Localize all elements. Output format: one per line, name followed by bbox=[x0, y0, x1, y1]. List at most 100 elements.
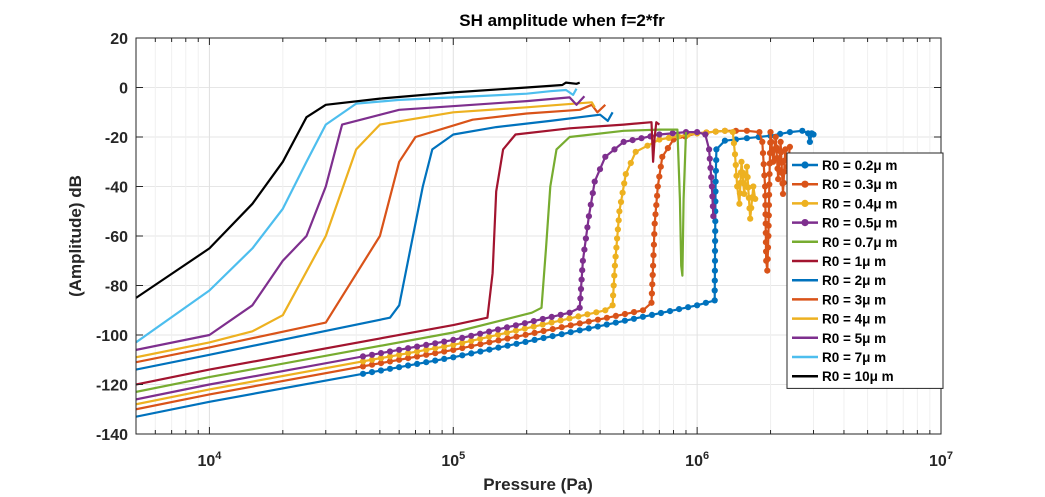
data-point bbox=[619, 189, 626, 196]
data-point bbox=[627, 159, 634, 167]
x-tick-exponent: 4 bbox=[215, 450, 222, 462]
data-point bbox=[713, 157, 720, 164]
data-point bbox=[669, 130, 676, 137]
data-point bbox=[585, 213, 593, 220]
data-point bbox=[486, 346, 493, 353]
series-line bbox=[136, 128, 688, 393]
data-point bbox=[721, 137, 729, 144]
x-tick-base: 10 bbox=[197, 453, 215, 470]
data-point bbox=[616, 208, 623, 215]
y-tick-label: -40 bbox=[105, 180, 128, 197]
data-point bbox=[759, 138, 766, 145]
data-point bbox=[368, 369, 376, 376]
legend: R0 = 0.2μ m R0 = 0.3μ m R0 = 0.4μ m R0 = 0.… bbox=[786, 152, 944, 389]
data-point bbox=[359, 363, 367, 370]
data-point bbox=[613, 244, 620, 251]
data-point bbox=[581, 246, 588, 253]
data-point bbox=[593, 309, 600, 316]
data-point bbox=[432, 340, 439, 347]
legend-marker bbox=[801, 219, 809, 227]
data-point bbox=[651, 231, 658, 238]
x-axis-label: Pressure (Pa) bbox=[483, 475, 593, 494]
data-point bbox=[620, 138, 627, 145]
series-line bbox=[136, 121, 661, 386]
data-point bbox=[602, 153, 609, 160]
data-point bbox=[359, 358, 367, 365]
x-tick-label: 104 bbox=[197, 450, 222, 470]
data-point bbox=[459, 344, 466, 352]
data-point bbox=[615, 217, 622, 224]
data-point bbox=[706, 146, 713, 153]
data-point bbox=[622, 171, 629, 178]
data-point bbox=[423, 359, 430, 366]
data-point bbox=[549, 333, 556, 340]
data-point bbox=[610, 292, 617, 299]
series-6 bbox=[136, 121, 661, 386]
data-point bbox=[596, 166, 604, 173]
data-point bbox=[650, 262, 657, 269]
data-point bbox=[710, 213, 717, 220]
data-point bbox=[666, 308, 674, 315]
data-point bbox=[781, 168, 788, 175]
series-7 bbox=[136, 111, 614, 371]
data-point bbox=[494, 331, 502, 338]
data-point bbox=[432, 357, 439, 364]
series-line bbox=[136, 101, 596, 359]
data-point bbox=[712, 167, 720, 174]
data-point bbox=[648, 290, 656, 297]
data-point bbox=[709, 193, 716, 200]
data-point bbox=[743, 135, 751, 142]
data-point bbox=[548, 319, 555, 326]
data-point bbox=[610, 282, 617, 289]
data-point bbox=[577, 285, 585, 293]
data-point bbox=[708, 174, 715, 181]
data-point bbox=[423, 351, 430, 358]
series-9 bbox=[136, 101, 596, 359]
y-tick-label: 20 bbox=[110, 31, 128, 48]
data-point bbox=[711, 267, 719, 274]
data-point bbox=[531, 329, 538, 336]
legend-label: R0 = 0.5μ m bbox=[822, 216, 897, 231]
data-point bbox=[566, 309, 573, 316]
legend-label: R0 = 10μ m bbox=[822, 369, 894, 384]
y-tick-label: -80 bbox=[105, 279, 128, 296]
y-tick-label: -20 bbox=[105, 130, 128, 147]
data-point bbox=[630, 315, 638, 322]
legend-item: R0 = 0.7μ m bbox=[792, 235, 897, 250]
legend-label: R0 = 0.3μ m bbox=[822, 177, 897, 192]
data-point bbox=[630, 309, 638, 316]
data-point bbox=[589, 190, 596, 197]
data-point bbox=[711, 287, 718, 294]
data-point bbox=[512, 327, 520, 334]
data-point bbox=[653, 202, 660, 209]
series-line bbox=[136, 111, 614, 371]
data-point bbox=[603, 314, 611, 321]
data-point bbox=[665, 134, 672, 141]
data-point bbox=[486, 328, 493, 335]
data-point bbox=[736, 200, 743, 207]
data-point bbox=[540, 327, 547, 335]
data-point bbox=[585, 325, 592, 332]
legend-label: R0 = 7μ m bbox=[822, 350, 886, 365]
data-point bbox=[752, 195, 759, 202]
data-point bbox=[764, 244, 772, 251]
legend-item: R0 = 0.2μ m bbox=[792, 158, 897, 173]
data-point bbox=[765, 222, 772, 229]
data-point bbox=[713, 146, 720, 153]
data-point bbox=[477, 341, 484, 348]
data-point bbox=[729, 129, 736, 136]
data-point bbox=[738, 158, 745, 165]
data-point bbox=[577, 295, 584, 302]
legend-item: R0 = 3μ m bbox=[792, 292, 886, 307]
data-point bbox=[504, 342, 511, 349]
data-point bbox=[587, 201, 594, 208]
data-point bbox=[759, 150, 767, 157]
data-point bbox=[539, 321, 546, 328]
data-point bbox=[799, 127, 806, 134]
legend-box bbox=[786, 152, 944, 389]
legend-item: R0 = 0.3μ m bbox=[792, 177, 897, 192]
data-point bbox=[761, 172, 768, 179]
data-point bbox=[504, 335, 511, 342]
data-point bbox=[706, 155, 713, 162]
data-point bbox=[557, 317, 564, 324]
